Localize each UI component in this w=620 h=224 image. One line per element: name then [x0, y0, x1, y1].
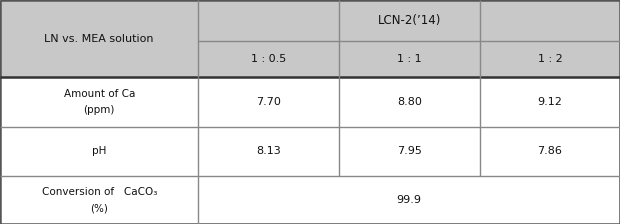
Text: LN vs. MEA solution: LN vs. MEA solution	[45, 34, 154, 44]
Text: 1 : 1: 1 : 1	[397, 54, 422, 64]
Text: (%): (%)	[91, 203, 108, 213]
Text: 99.9: 99.9	[397, 195, 422, 205]
Text: 7.95: 7.95	[397, 146, 422, 156]
Text: (ppm): (ppm)	[84, 105, 115, 115]
Bar	[0, 77, 620, 224]
Bar	[198, 41, 339, 77]
Text: 9.12: 9.12	[538, 97, 562, 107]
Text: Amount of Ca: Amount of Ca	[63, 88, 135, 99]
Text: 8.13: 8.13	[257, 146, 281, 156]
Text: 1 : 0.5: 1 : 0.5	[251, 54, 286, 64]
Text: 7.70: 7.70	[256, 97, 281, 107]
Text: pH: pH	[92, 146, 107, 156]
Bar	[480, 41, 620, 77]
Text: Conversion of   CaCO₃: Conversion of CaCO₃	[42, 187, 157, 197]
Bar	[198, 0, 620, 41]
Text: 8.80: 8.80	[397, 97, 422, 107]
Bar	[0, 0, 198, 77]
Text: 1 : 2: 1 : 2	[538, 54, 562, 64]
Text: LCN-2(’14): LCN-2(’14)	[378, 14, 441, 27]
Bar	[339, 41, 480, 77]
Text: 7.86: 7.86	[538, 146, 562, 156]
